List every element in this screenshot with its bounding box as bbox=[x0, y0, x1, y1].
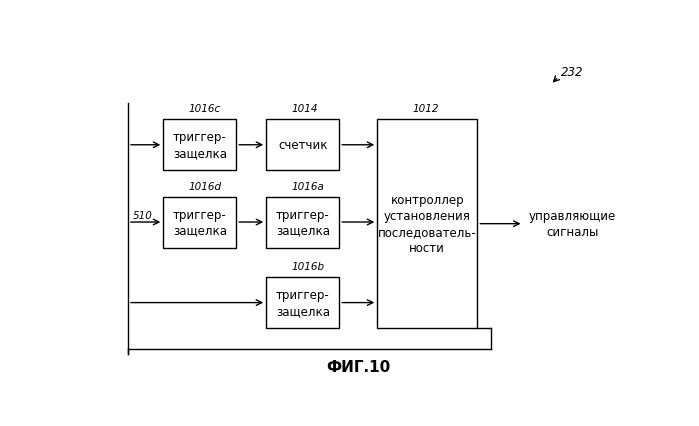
Text: счетчик: счетчик bbox=[278, 139, 327, 152]
Bar bbox=[266, 120, 339, 171]
Text: 1014: 1014 bbox=[291, 104, 318, 114]
Bar bbox=[163, 120, 236, 171]
Text: управляющие
сигналы: управляющие сигналы bbox=[529, 210, 616, 239]
Text: 232: 232 bbox=[561, 66, 584, 79]
Text: триггер-
защелка: триггер- защелка bbox=[173, 208, 226, 237]
Bar bbox=[266, 197, 339, 248]
Text: контроллер
установления
последователь-
ности: контроллер установления последователь- н… bbox=[378, 194, 477, 255]
Text: 1016d: 1016d bbox=[189, 181, 222, 191]
Bar bbox=[377, 120, 477, 328]
Text: 1016c: 1016c bbox=[189, 104, 221, 114]
Text: 510: 510 bbox=[132, 210, 152, 220]
Text: триггер-
защелка: триггер- защелка bbox=[173, 131, 226, 160]
Text: триггер-
защелка: триггер- защелка bbox=[275, 288, 330, 317]
Text: ФИГ.10: ФИГ.10 bbox=[326, 359, 390, 374]
Text: 1016a: 1016a bbox=[291, 181, 324, 191]
Text: 1012: 1012 bbox=[412, 104, 439, 114]
Bar bbox=[163, 197, 236, 248]
Text: триггер-
защелка: триггер- защелка bbox=[275, 208, 330, 237]
Text: 1016b: 1016b bbox=[291, 262, 325, 271]
Bar bbox=[266, 277, 339, 328]
